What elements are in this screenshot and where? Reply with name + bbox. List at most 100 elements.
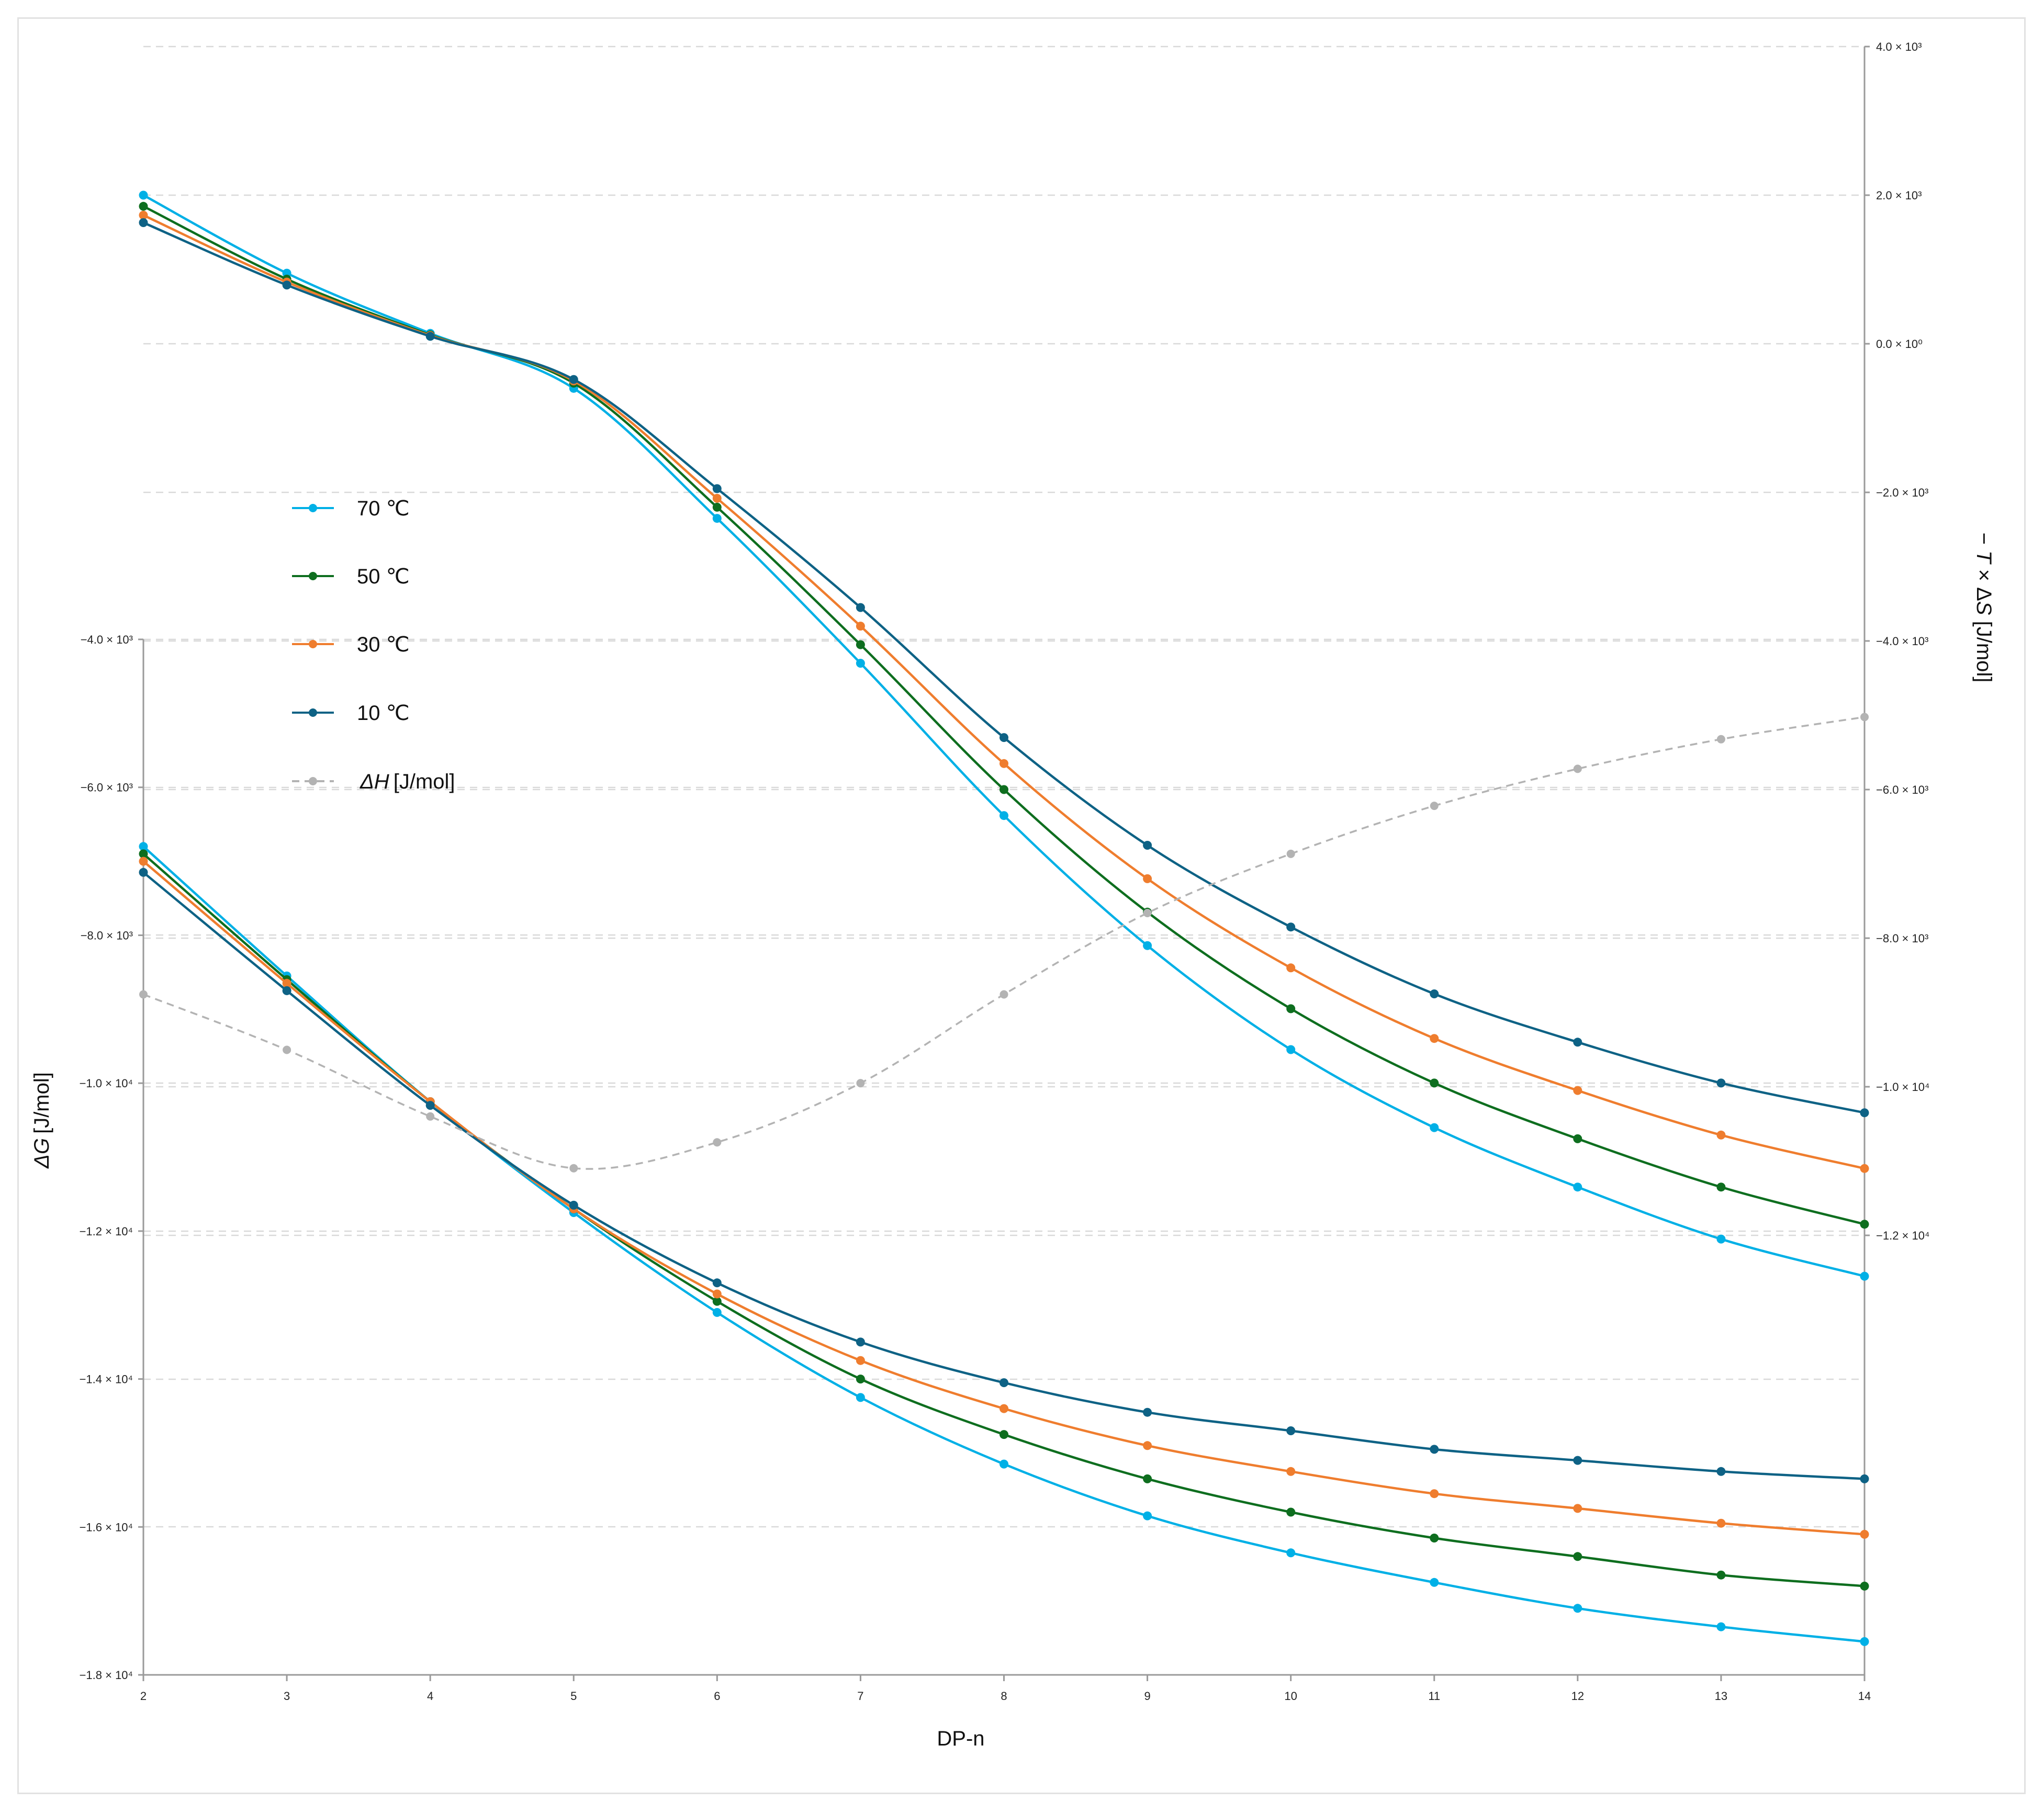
series-line-g-70 bbox=[142, 846, 1865, 1643]
x-tick-label: 10 bbox=[1284, 1690, 1297, 1703]
data-point-h-h-j-mol-x7 bbox=[856, 1079, 865, 1088]
data-point-g-70-x8 bbox=[999, 1459, 1008, 1469]
data-point-g-10-x11 bbox=[1430, 1445, 1439, 1454]
legend-label-dh-unit: [J/mol] bbox=[394, 770, 455, 793]
data-point-t-s-30-x14 bbox=[1860, 1164, 1869, 1173]
legend-entry-70c: 70 ℃ bbox=[292, 497, 410, 520]
series-line-g-50 bbox=[142, 853, 1865, 1587]
data-point-h-h-j-mol-x13 bbox=[1716, 735, 1725, 744]
left-y-axis-title-symbol: ΔG bbox=[30, 1138, 53, 1169]
data-point-h-h-j-mol-x9 bbox=[1143, 909, 1152, 917]
right-y-tick-label: −4.0 × 10³ bbox=[1876, 635, 1928, 648]
data-point-h-h-j-mol-x11 bbox=[1430, 802, 1439, 810]
x-tick-label: 2 bbox=[140, 1690, 147, 1703]
x-tick-label: 11 bbox=[1428, 1690, 1440, 1703]
data-point-g-30-x13 bbox=[1716, 1518, 1726, 1528]
series-g-30 bbox=[139, 857, 1869, 1539]
x-tick-label: 6 bbox=[714, 1690, 720, 1703]
data-point-t-s-70-x11 bbox=[1430, 1123, 1439, 1132]
data-point-h-h-j-mol-x14 bbox=[1860, 713, 1869, 722]
right-y-tick-label: −6.0 × 10³ bbox=[1876, 783, 1928, 796]
data-point-h-h-j-mol-x2 bbox=[139, 990, 148, 999]
data-point-g-70-x6 bbox=[712, 1308, 722, 1317]
data-point-g-50-x6 bbox=[712, 1297, 722, 1306]
data-point-g-30-x6 bbox=[712, 1289, 722, 1299]
data-point-g-10-x5 bbox=[569, 1200, 578, 1210]
left-y-tick-label: −4.0 × 10³ bbox=[81, 633, 133, 646]
data-point-g-30-x2 bbox=[139, 857, 148, 866]
right-y-axis-title-prefix: − bbox=[1972, 533, 1995, 550]
left-y-axis-title: ΔG [J/mol] bbox=[30, 1072, 53, 1169]
data-point-t-s-30-x8 bbox=[999, 759, 1008, 768]
left-y-tick-label: −1.0 × 10⁴ bbox=[80, 1077, 133, 1090]
data-point-t-s-10-x2 bbox=[139, 218, 148, 227]
data-point-t-s-10-x11 bbox=[1430, 989, 1439, 998]
series-t-s-30 bbox=[139, 210, 1869, 1173]
data-point-h-h-j-mol-x4 bbox=[426, 1112, 435, 1121]
series-g-50 bbox=[139, 849, 1869, 1591]
data-point-t-s-70-x10 bbox=[1286, 1045, 1296, 1054]
data-point-g-10-x7 bbox=[856, 1337, 865, 1347]
data-point-t-s-10-x10 bbox=[1286, 922, 1296, 932]
legend: 70 ℃ 50 ℃ 30 ℃ 10 ℃ ΔH [J/mol] bbox=[292, 497, 455, 793]
right-y-tick-label: −1.0 × 10⁴ bbox=[1876, 1080, 1929, 1094]
data-point-t-s-50-x12 bbox=[1573, 1134, 1582, 1143]
series-t-s-10 bbox=[139, 218, 1869, 1118]
data-point-g-50-x7 bbox=[856, 1375, 865, 1384]
data-point-h-h-j-mol-x5 bbox=[569, 1164, 578, 1173]
legend-label-30c: 30 ℃ bbox=[357, 633, 410, 656]
data-point-g-30-x7 bbox=[856, 1356, 865, 1365]
data-point-h-h-j-mol-x3 bbox=[283, 1045, 291, 1054]
data-point-t-s-50-x6 bbox=[712, 502, 722, 512]
legend-marker-50c bbox=[309, 572, 317, 580]
x-tick-label: 9 bbox=[1144, 1690, 1150, 1703]
right-y-axis-title-symbol-t: T bbox=[1972, 550, 1995, 565]
data-point-t-s-10-x6 bbox=[712, 484, 722, 493]
left-y-tick-label: −8.0 × 10³ bbox=[81, 929, 133, 942]
data-point-t-s-10-x12 bbox=[1573, 1038, 1582, 1047]
data-point-g-10-x6 bbox=[712, 1278, 722, 1288]
x-tick-label: 13 bbox=[1715, 1690, 1727, 1703]
legend-entry-dh: ΔH [J/mol] bbox=[292, 770, 455, 793]
legend-marker-dh bbox=[309, 777, 317, 785]
legend-entry-10c: 10 ℃ bbox=[292, 702, 410, 725]
legend-marker-30c bbox=[309, 640, 317, 648]
data-point-t-s-50-x13 bbox=[1716, 1183, 1726, 1192]
data-point-g-10-x4 bbox=[425, 1101, 435, 1110]
data-point-g-70-x7 bbox=[856, 1393, 865, 1402]
series-g-10 bbox=[139, 868, 1869, 1483]
data-point-t-s-70-x9 bbox=[1143, 941, 1152, 950]
data-point-g-10-x14 bbox=[1860, 1474, 1869, 1483]
x-tick-label: 5 bbox=[570, 1690, 577, 1703]
data-point-h-h-j-mol-x12 bbox=[1573, 764, 1582, 773]
x-axis-title: DP-n bbox=[937, 1727, 984, 1750]
data-point-g-30-x8 bbox=[999, 1404, 1008, 1413]
data-point-t-s-70-x2 bbox=[139, 190, 148, 200]
right-y-tick-label: −1.2 × 10⁴ bbox=[1876, 1229, 1929, 1242]
x-tick-label: 3 bbox=[284, 1690, 290, 1703]
x-tick-label: 7 bbox=[857, 1690, 863, 1703]
right-y-axis-title: − T × ΔS [J/mol] bbox=[1972, 533, 1995, 683]
left-y-tick-label: −1.2 × 10⁴ bbox=[80, 1225, 133, 1238]
series-line-t-s-30 bbox=[143, 214, 1865, 1170]
data-point-h-h-j-mol-x6 bbox=[713, 1138, 722, 1147]
data-point-g-10-x12 bbox=[1573, 1456, 1582, 1465]
data-point-t-s-10-x14 bbox=[1860, 1108, 1869, 1118]
right-y-tick-label: −8.0 × 10³ bbox=[1876, 932, 1928, 945]
series-line-t-s-10 bbox=[143, 221, 1865, 1114]
data-point-t-s-70-x7 bbox=[856, 659, 865, 668]
data-point-t-s-50-x8 bbox=[999, 785, 1008, 794]
legend-label-dh: ΔH [J/mol] bbox=[360, 770, 455, 793]
data-point-t-s-70-x12 bbox=[1573, 1183, 1582, 1192]
data-point-t-s-30-x12 bbox=[1573, 1086, 1582, 1095]
data-point-t-s-30-x11 bbox=[1430, 1034, 1439, 1043]
left-y-tick-label: −1.6 × 10⁴ bbox=[80, 1521, 133, 1534]
chart-frame: −4.0 × 10³ −6.0 × 10³ −8.0 × 10³ −1.0 × 10⁴… bbox=[17, 17, 2026, 1794]
series-h-h-j-mol bbox=[139, 713, 1869, 1173]
data-point-g-50-x14 bbox=[1860, 1581, 1869, 1591]
right-y-tick-label: −2.0 × 10³ bbox=[1876, 486, 1928, 499]
right-y-tick-label: 0.0 × 10⁰ bbox=[1876, 337, 1923, 351]
data-point-t-s-30-x2 bbox=[139, 210, 148, 220]
data-point-g-70-x2 bbox=[139, 842, 148, 851]
legend-label-dh-symbol: ΔH bbox=[360, 770, 389, 793]
